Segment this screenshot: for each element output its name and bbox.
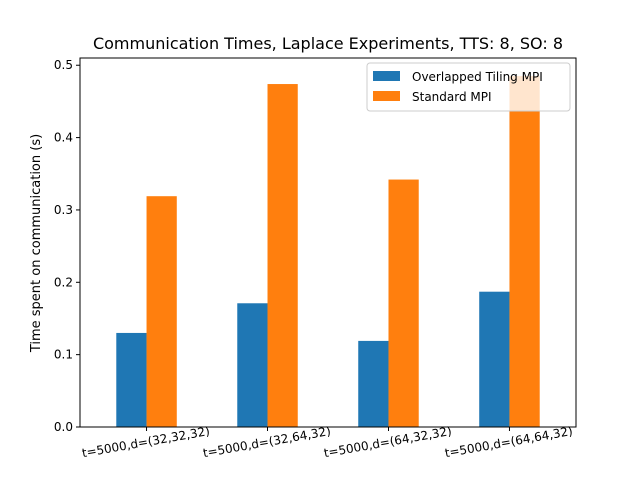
x-tick-label: t=5000,d=(64,64,32): [444, 424, 574, 460]
bar-overlapped-3: [358, 340, 389, 427]
legend-box: [366, 62, 571, 112]
x-tick-label: t=5000,d=(32,32,32): [81, 424, 211, 460]
y-tick-label: 0.5: [54, 58, 73, 72]
plot-area: 0.00.10.20.30.40.5t=5000,d=(32,32,32)t=5…: [54, 57, 577, 460]
bar-standard-2: [267, 84, 298, 427]
chart-title: Communication Times, Laplace Experiments…: [93, 34, 563, 53]
y-tick-label: 0.1: [54, 348, 73, 362]
x-tick-label: t=5000,d=(32,64,32): [202, 424, 332, 460]
x-tick-label: t=5000,d=(64,32,32): [323, 424, 453, 460]
bar-standard-4: [509, 76, 540, 428]
bar-overlapped-2: [237, 303, 268, 427]
y-axis-label: Time spent on communication (s): [29, 134, 44, 353]
y-tick-label: 0.0: [54, 420, 73, 434]
bar-standard-3: [388, 179, 419, 427]
bar-overlapped-4: [479, 291, 510, 427]
legend-label: Standard MPI: [412, 90, 492, 104]
legend-label: Overlapped Tiling MPI: [412, 70, 543, 84]
y-tick-label: 0.3: [54, 203, 73, 217]
bar-standard-1: [146, 196, 177, 427]
y-tick-label: 0.2: [54, 275, 73, 289]
y-tick-label: 0.4: [54, 131, 73, 145]
bar-overlapped-1: [116, 332, 147, 427]
legend-swatch: [373, 71, 400, 81]
plot-frame: [79, 57, 577, 428]
legend-swatch: [373, 91, 400, 101]
